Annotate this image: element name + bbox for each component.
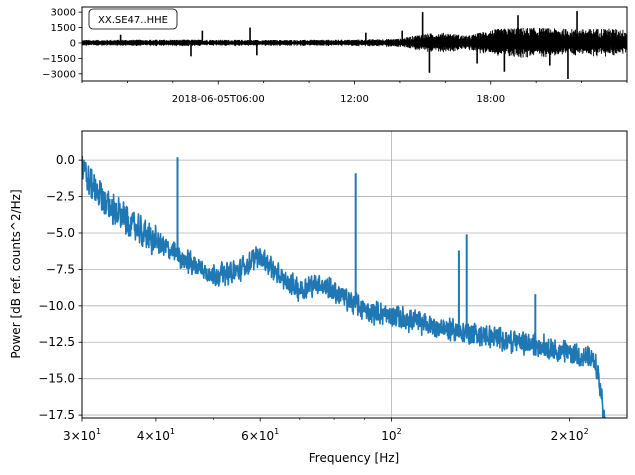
waveform-x-tick-label-2: 18:00	[476, 94, 505, 105]
spectrum-x-tick-label-4: 2×102	[551, 427, 589, 443]
waveform-y-tick-label-4: −3000	[42, 69, 76, 80]
waveform-trace	[81, 27, 628, 58]
waveform-y-tick-label-1: 1500	[51, 23, 76, 34]
spectrum-grid	[82, 131, 627, 418]
spectrum-panel: 0.0 −2.5 −5.0 −7.5 −10.0 −12.5 −15.0 −17.5 3×10…	[9, 130, 628, 465]
spectrum-y-ticks: 0.0 −2.5 −5.0 −7.5 −10.0 −12.5 −15.0 −17.5	[38, 153, 82, 422]
spectrum-y-tick-label-5: −12.5	[38, 335, 75, 349]
waveform-x-tick-label-1: 12:00	[340, 94, 369, 105]
spectrum-y-tick-label-7: −17.5	[38, 408, 75, 422]
waveform-y-tick-label-0: 3000	[51, 8, 76, 19]
spectrum-y-tick-label-3: −7.5	[46, 262, 75, 276]
spectrum-x-tick-label-1: 4×101	[137, 427, 175, 443]
spectrum-y-tick-label-4: −10.0	[38, 299, 75, 313]
waveform-x-ticks: 2018-06-05T06:00 12:00 18:00	[81, 81, 628, 105]
spectrum-y-tick-label-6: −15.0	[38, 372, 75, 386]
waveform-y-ticks: 3000 1500 0 −1500 −3000	[42, 8, 82, 80]
spectrum-peaks	[176, 157, 537, 346]
spectrum-axes-frame	[81, 130, 628, 419]
station-label-text: XX.SE47..HHE	[98, 15, 168, 26]
spectrum-x-ticks: 3×101 4×101 6×101 102 2×102	[63, 418, 589, 443]
spectrum-x-tick-label-0: 3×101	[63, 427, 101, 443]
spectrum-y-tick-label-2: −5.0	[46, 226, 75, 240]
spectrum-x-tick-label-3: 102	[381, 427, 401, 443]
spectrum-trace	[82, 155, 606, 418]
spectrum-x-tick-label-2: 6×101	[241, 427, 279, 443]
spectrum-y-tick-label-0: 0.0	[56, 153, 75, 167]
waveform-x-tick-label-0: 2018-06-05T06:00	[172, 94, 265, 105]
spectrum-y-axis-label: Power [dB ref. counts^2/Hz]	[9, 189, 23, 358]
waveform-y-tick-label-2: 0	[70, 38, 76, 49]
waveform-panel: 3000 1500 0 −1500 −3000 2018-06-05T06:00 12:0…	[42, 6, 628, 105]
waveform-line	[81, 27, 628, 58]
waveform-y-tick-label-3: −1500	[42, 54, 76, 65]
station-label-box	[88, 8, 178, 30]
spectrum-line	[82, 155, 606, 418]
waveform-spikes	[119, 11, 578, 79]
spectrum-y-tick-label-1: −2.5	[46, 190, 75, 204]
spectrum-x-axis-label: Frequency [Hz]	[309, 451, 400, 465]
station-label: XX.SE47..HHE	[88, 8, 178, 30]
